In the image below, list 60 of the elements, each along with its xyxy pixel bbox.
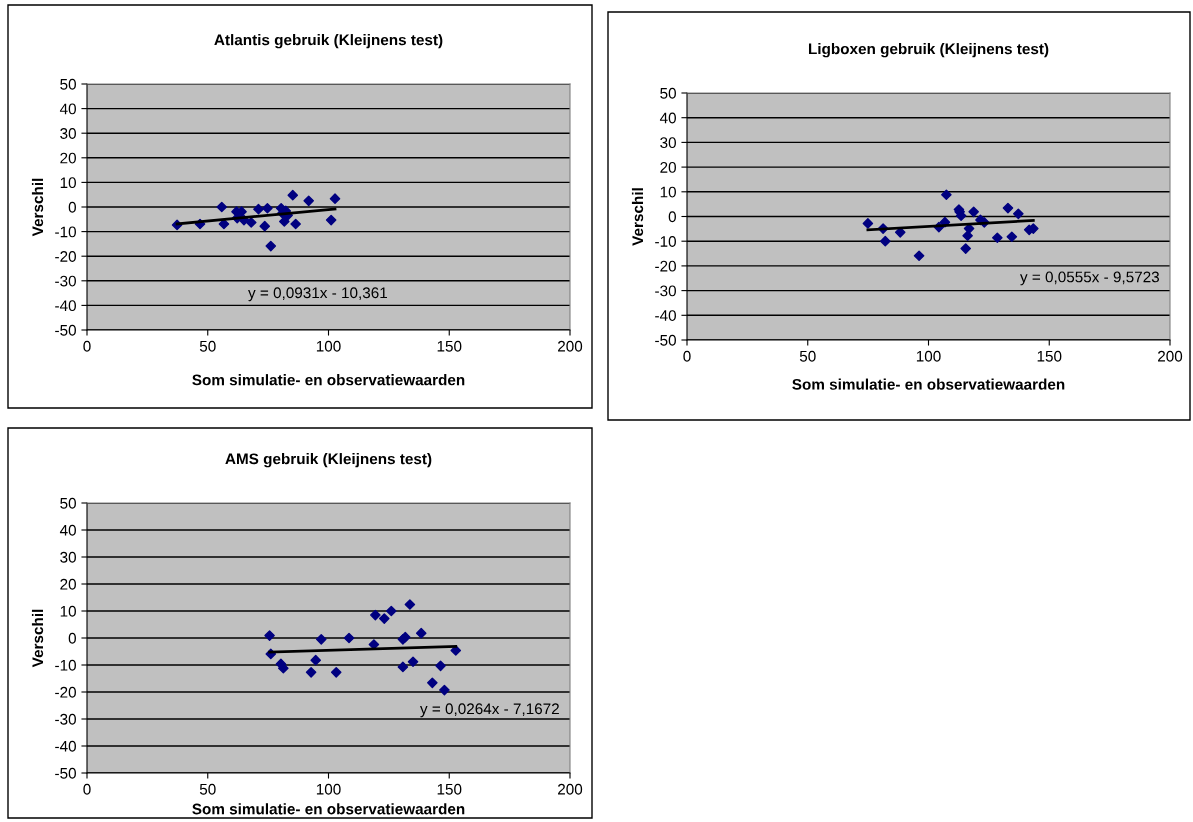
- y-tick-label: 20: [660, 161, 676, 173]
- y-tick-label: -40: [655, 310, 676, 321]
- y-tick-label: -40: [55, 300, 76, 312]
- y-tick-label: -50: [655, 334, 676, 346]
- y-tick-label: -40: [55, 740, 76, 752]
- annotation: y = 0,0264x - 7,1672: [420, 703, 559, 718]
- chart-title: Ligboxen gebruik (Kleijnens test): [808, 43, 1049, 58]
- y-tick-label: -20: [55, 251, 76, 262]
- y-tick-label: 30: [60, 551, 76, 563]
- y-axis-title: Verschil: [631, 188, 644, 246]
- y-tick-label: 20: [60, 578, 76, 590]
- y-tick-label: 30: [660, 137, 676, 149]
- x-tick-label: 150: [437, 783, 462, 795]
- y-tick-label: 10: [60, 605, 76, 617]
- y-tick-label: -30: [55, 713, 76, 725]
- x-tick-label: 150: [437, 340, 462, 352]
- annotation: y = 0,0931x - 10,361: [248, 287, 387, 302]
- y-tick-label: -50: [55, 767, 76, 779]
- y-tick-label: 40: [59, 103, 76, 115]
- y-tick-label: 0: [668, 211, 676, 223]
- x-tick-label: 100: [316, 340, 341, 352]
- x-tick-label: 150: [1037, 350, 1062, 362]
- y-tick-label: 40: [659, 112, 676, 124]
- y-tick-label: 10: [660, 186, 676, 198]
- y-axis-title: Verschil: [31, 178, 44, 237]
- x-tick-label: 200: [1158, 350, 1183, 362]
- y-tick-label: -30: [55, 275, 76, 287]
- x-tick-label: 200: [558, 340, 583, 352]
- y-tick-label: -10: [55, 226, 76, 238]
- y-tick-label: 40: [59, 524, 76, 536]
- x-axis-title: Som simulatie- en observatiewaarden: [192, 374, 465, 386]
- chart-title: AMS gebruik (Kleijnens test): [225, 453, 432, 468]
- x-tick-label: 100: [916, 350, 941, 362]
- y-tick-label: -30: [655, 285, 676, 297]
- x-tick-label: 0: [83, 783, 91, 795]
- y-tick-label: 0: [68, 201, 76, 213]
- x-tick-label: 50: [199, 340, 216, 352]
- y-tick-label: -10: [655, 236, 676, 247]
- x-tick-label: 0: [83, 340, 91, 352]
- y-tick-label: 20: [60, 152, 76, 164]
- y-tick-label: 50: [660, 87, 676, 99]
- y-axis-title: Verschil: [31, 609, 44, 668]
- x-axis-title: Som simulatie- en observatiewaarden: [792, 378, 1065, 390]
- chart-title: Atlantis gebruik (Kleijnens test): [214, 34, 443, 49]
- y-tick-label: 30: [60, 128, 76, 139]
- y-tick-label: -10: [55, 659, 76, 671]
- y-tick-label: 10: [60, 177, 76, 189]
- y-tick-label: -20: [55, 686, 76, 698]
- y-tick-label: -50: [55, 324, 76, 336]
- x-tick-label: 100: [316, 783, 341, 795]
- x-tick-label: 200: [558, 783, 583, 795]
- y-tick-label: 0: [68, 632, 76, 644]
- annotation: y = 0,0555x - 9,5723: [1020, 271, 1160, 286]
- x-tick-label: 50: [799, 350, 816, 362]
- x-axis-title: Som simulatie- en observatiewaarden: [192, 803, 465, 815]
- y-tick-label: -20: [655, 260, 676, 272]
- x-tick-label: 50: [199, 783, 216, 795]
- y-tick-label: 50: [60, 497, 76, 509]
- x-tick-label: 0: [683, 350, 691, 362]
- y-tick-label: 50: [60, 78, 76, 90]
